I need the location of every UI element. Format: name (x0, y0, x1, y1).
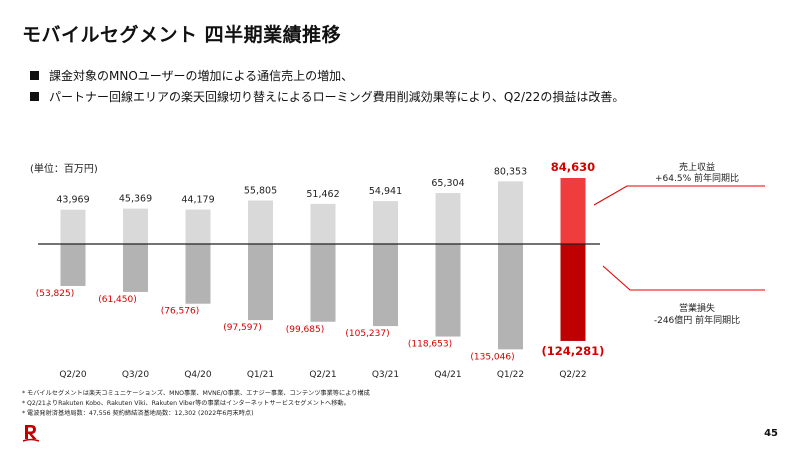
page-number: 45 (764, 428, 778, 439)
revenue-bar (560, 177, 586, 244)
loss-bar (310, 244, 336, 322)
x-tick-label: Q4/20 (184, 370, 212, 380)
loss-annotation-yoy: -246億円 前年同期比 (654, 314, 740, 326)
loss-bar (60, 244, 86, 286)
revenue-bar (60, 209, 86, 244)
x-tick-label: Q4/21 (434, 370, 461, 380)
revenue-data-label: 65,304 (431, 178, 464, 189)
loss-data-label: (53,825) (36, 289, 75, 299)
loss-data-label: (124,281) (542, 344, 605, 358)
unit-label: (単位：百万円) (30, 162, 98, 175)
revenue-bar (498, 181, 523, 244)
loss-bar (248, 244, 273, 321)
footnote: * Q2/21よりRakuten Kobo、Rakuten Viki、Rakut… (22, 400, 350, 407)
revenue-data-label: 54,941 (369, 186, 402, 197)
loss-bar (498, 244, 523, 350)
revenue-bar (310, 203, 336, 244)
bullet-item: 課金対象のMNOユーザーの増加による通信売上の増加、 (30, 66, 624, 87)
revenue-bar (435, 193, 461, 244)
bullet-item: パートナー回線エリアの楽天回線切り替えによるローミング費用削減効果等により、Q2… (30, 87, 624, 108)
loss-bar (185, 244, 211, 304)
bullet-text: パートナー回線エリアの楽天回線切り替えによるローミング費用削減効果等により、Q2… (49, 90, 625, 104)
x-tick-label: Q1/22 (497, 370, 524, 380)
bullet-list: 課金対象のMNOユーザーの増加による通信売上の増加、 パートナー回線エリアの楽天… (30, 66, 624, 108)
loss-data-label: (61,450) (98, 295, 137, 305)
square-bullet-icon (30, 92, 39, 101)
footnote: * 電波発射済基地局数：47,556 契約締結済基地局数：12,302 (202… (22, 410, 254, 417)
x-tick-label: Q2/20 (59, 370, 87, 380)
page-title: モバイルセグメント 四半期業績推移 (22, 24, 342, 46)
loss-data-label: (105,237) (345, 329, 389, 339)
revenue-data-label: 44,179 (181, 195, 214, 206)
x-tick-label: Q2/21 (309, 370, 336, 380)
x-tick-label: Q3/21 (372, 370, 399, 380)
x-tick-label: Q3/20 (122, 370, 150, 380)
footnotes: * モバイルセグメントは楽天コミュニケーションズ、MNO事業、MVNE/O事業、… (22, 389, 370, 419)
square-bullet-icon (30, 71, 39, 80)
revenue-data-label: 84,630 (551, 160, 595, 174)
revenue-data-label: 43,969 (56, 195, 89, 206)
loss-data-label: (97,597) (223, 323, 262, 333)
bullet-text: 課金対象のMNOユーザーの増加による通信売上の増加、 (49, 69, 354, 83)
loss-callout-line (602, 265, 765, 291)
x-tick-label: Q1/21 (247, 370, 274, 380)
revenue-callout-line (593, 185, 765, 206)
revenue-data-label: 80,353 (494, 166, 527, 177)
rakuten-logo-icon (22, 425, 40, 442)
revenue-data-label: 51,462 (306, 189, 339, 200)
loss-data-label: (76,576) (161, 307, 200, 317)
loss-bar (435, 244, 461, 337)
loss-annotation-title: 営業損失 (679, 302, 715, 314)
revenue-annotation-yoy: +64.5% 前年同期比 (655, 172, 739, 184)
loss-bar (123, 244, 148, 292)
loss-bar (373, 244, 398, 327)
revenue-bar (373, 201, 398, 244)
footnote: * モバイルセグメントは楽天コミュニケーションズ、MNO事業、MVNE/O事業、… (22, 390, 370, 397)
revenue-bar (185, 209, 211, 244)
revenue-data-label: 45,369 (119, 194, 152, 205)
loss-data-label: (118,653) (408, 340, 452, 350)
loss-data-label: (135,046) (470, 352, 514, 362)
revenue-bar (248, 200, 273, 244)
revenue-data-label: 55,805 (244, 185, 277, 196)
revenue-annotation-title: 売上収益 (679, 161, 715, 173)
loss-bar (560, 244, 586, 341)
loss-data-label: (99,685) (286, 325, 325, 335)
x-tick-label: Q2/22 (559, 370, 586, 380)
revenue-bar (123, 208, 148, 244)
